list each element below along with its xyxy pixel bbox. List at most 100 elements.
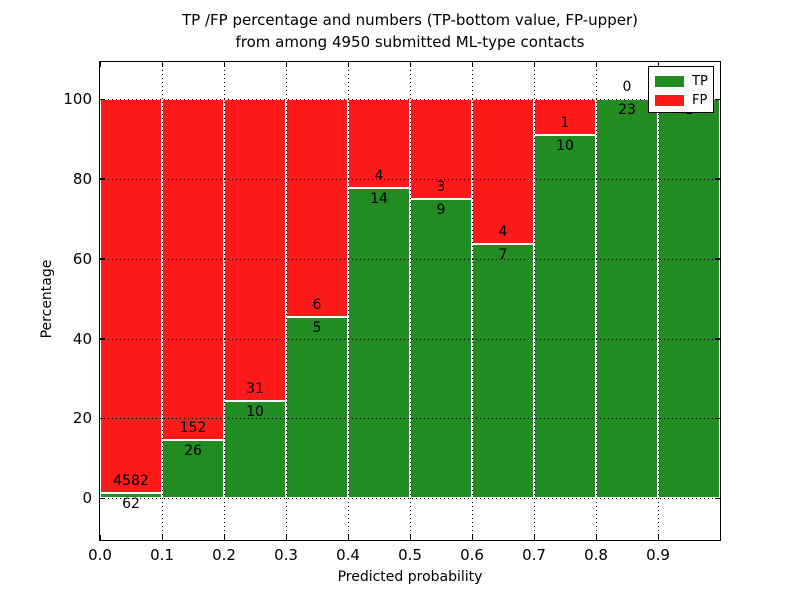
x-tick-label: 0.3	[274, 546, 298, 564]
y-axis-label: Percentage	[39, 259, 55, 339]
tp-count-label: 23	[618, 102, 636, 119]
tp-bar-segment	[286, 316, 348, 499]
fp-count-label: 152	[179, 419, 207, 436]
y-tick-mark-right	[715, 258, 720, 260]
fp-bar-segment	[410, 99, 472, 199]
x-tick-label: 0.6	[460, 546, 484, 564]
fp-count-label: 1	[560, 115, 570, 132]
vertical-gridline	[224, 62, 225, 540]
fp-bar-segment	[286, 99, 348, 317]
fp-count-label: 31	[246, 380, 264, 397]
vertical-gridline	[348, 62, 349, 540]
tp-count-label: 7	[498, 247, 508, 264]
x-tick-mark-top	[347, 62, 349, 67]
x-tick-mark	[223, 535, 225, 540]
tp-count-label: 26	[184, 442, 202, 459]
fp-bar-segment	[348, 99, 410, 188]
x-tick-mark	[409, 535, 411, 540]
x-tick-mark-top	[409, 62, 411, 67]
fp-count-label: 4	[498, 224, 508, 241]
y-tick-mark-right	[715, 497, 720, 500]
legend: TP FP	[648, 66, 714, 113]
x-axis-label: Predicted probability	[337, 569, 483, 585]
x-tick-mark	[161, 535, 163, 540]
x-tick-mark-top	[533, 62, 535, 67]
legend-item: FP	[655, 91, 713, 110]
x-tick-mark-top	[161, 62, 163, 67]
x-tick-label: 0.2	[212, 546, 236, 564]
legend-label: FP	[692, 93, 708, 108]
fp-count-label: 3	[436, 178, 446, 195]
y-tick-mark-right	[715, 178, 720, 180]
y-tick-label: 80	[72, 169, 92, 188]
fp-count-label: 6	[312, 296, 322, 313]
y-tick-mark	[100, 98, 105, 101]
y-tick-mark	[100, 258, 105, 260]
x-tick-label: 0.4	[336, 546, 360, 564]
x-tick-mark	[471, 535, 473, 540]
vertical-gridline	[472, 62, 473, 540]
legend-item: TP	[655, 72, 713, 91]
x-tick-mark-top	[223, 62, 225, 67]
tp-count-label: 5	[312, 319, 322, 336]
tp-bar-segment	[472, 244, 534, 499]
fp-legend-swatch	[655, 95, 684, 106]
tp-count-label: 10	[556, 138, 574, 155]
y-tick-label: 40	[72, 329, 92, 348]
tp-count-label: 14	[370, 190, 388, 207]
y-tick-mark-right	[715, 338, 720, 340]
x-tick-mark	[285, 535, 287, 540]
tp-bar-segment	[596, 99, 658, 499]
chart-title-line2: from among 4950 submitted ML-type contac…	[235, 33, 585, 51]
tp-count-label: 62	[122, 495, 140, 512]
x-tick-mark-top	[99, 62, 101, 67]
vertical-gridline	[596, 62, 597, 540]
chart-title-line1: TP /FP percentage and numbers (TP-bottom…	[182, 11, 638, 29]
chart-title: TP /FP percentage and numbers (TP-bottom…	[182, 9, 638, 53]
x-tick-mark	[657, 535, 659, 540]
tp-bar-segment	[410, 198, 472, 499]
vertical-gridline	[286, 62, 287, 540]
fp-bar-segment	[162, 99, 224, 440]
y-tick-mark-right	[715, 417, 720, 420]
tp-bar-segment	[658, 99, 720, 499]
x-tick-label: 0.7	[522, 546, 546, 564]
x-tick-label: 0.1	[150, 546, 174, 564]
x-tick-mark	[533, 535, 535, 540]
x-tick-mark	[347, 535, 349, 540]
y-tick-mark	[100, 178, 105, 180]
x-tick-mark-top	[285, 62, 287, 67]
tp-bar-segment	[534, 135, 596, 499]
tp-count-label: 10	[246, 403, 264, 420]
x-tick-label: 0.9	[646, 546, 670, 564]
tp-bar-segment	[348, 187, 410, 499]
x-tick-label: 0.8	[584, 546, 608, 564]
y-tick-label: 60	[72, 249, 92, 268]
x-tick-mark-top	[471, 62, 473, 67]
y-tick-mark	[100, 497, 105, 500]
x-tick-mark	[595, 535, 597, 540]
legend-label: TP	[692, 74, 708, 89]
y-tick-mark-right	[715, 98, 720, 101]
y-tick-label: 100	[63, 90, 92, 109]
fp-count-label: 0	[622, 79, 632, 96]
y-tick-label: 20	[72, 409, 92, 428]
vertical-gridline	[534, 62, 535, 540]
y-tick-label: 0	[82, 489, 92, 508]
fp-count-label: 4	[374, 167, 384, 184]
tp-bar-segment	[224, 400, 286, 499]
x-tick-mark-top	[595, 62, 597, 67]
tp-count-label: 9	[436, 201, 446, 218]
fp-count-label: 4582	[113, 472, 149, 489]
x-tick-mark-top	[657, 62, 659, 67]
fp-bar-segment	[224, 99, 286, 401]
fp-bar-segment	[472, 99, 534, 245]
tp-legend-swatch	[655, 76, 684, 87]
vertical-gridline	[410, 62, 411, 540]
y-tick-mark	[100, 417, 105, 420]
x-tick-mark	[99, 535, 101, 540]
tp-bar-segment	[100, 492, 162, 499]
y-tick-mark	[100, 338, 105, 340]
